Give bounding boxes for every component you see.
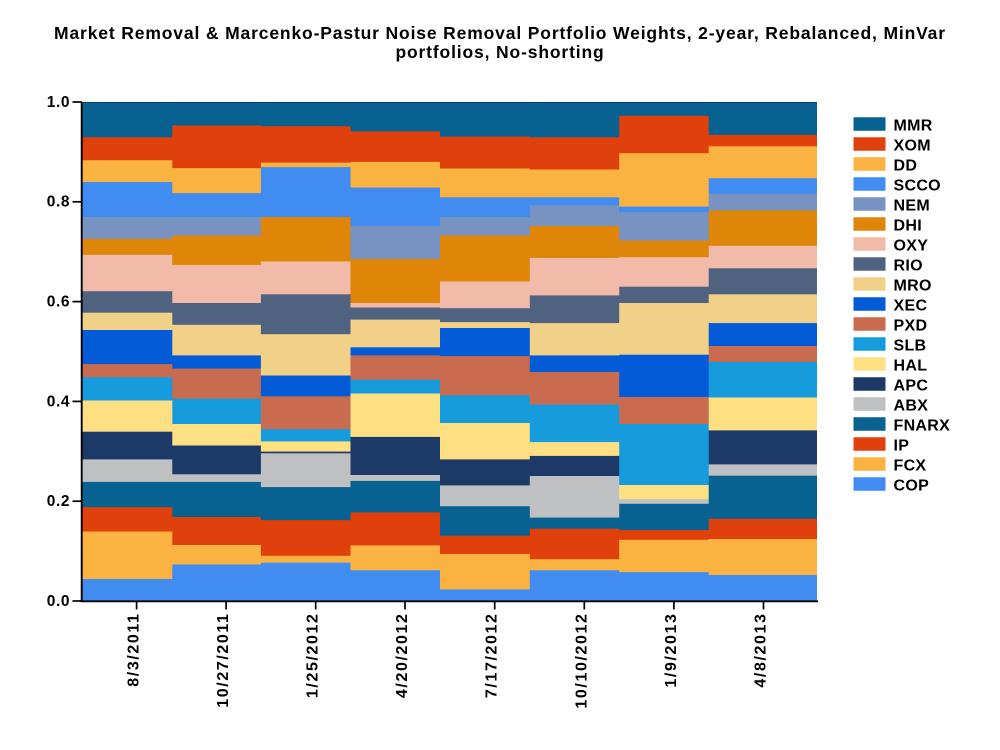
svg-text:4/20/2012: 4/20/2012 bbox=[394, 613, 411, 699]
svg-text:7/17/2012: 7/17/2012 bbox=[484, 613, 501, 699]
svg-text:OXY: OXY bbox=[894, 237, 929, 254]
svg-text:FCX: FCX bbox=[894, 457, 927, 474]
svg-text:0.0: 0.0 bbox=[47, 593, 70, 610]
svg-text:XOM: XOM bbox=[894, 137, 931, 154]
svg-text:0.6: 0.6 bbox=[47, 294, 70, 311]
svg-text:1.0: 1.0 bbox=[47, 94, 70, 111]
svg-text:0.2: 0.2 bbox=[47, 493, 70, 510]
svg-text:4/8/2013: 4/8/2013 bbox=[753, 613, 770, 688]
svg-text:FNARX: FNARX bbox=[894, 417, 951, 434]
svg-text:RIO: RIO bbox=[894, 257, 923, 274]
svg-text:HAL: HAL bbox=[894, 357, 928, 374]
svg-text:1/9/2013: 1/9/2013 bbox=[663, 613, 680, 688]
svg-text:ABX: ABX bbox=[894, 397, 929, 414]
svg-text:SLB: SLB bbox=[894, 337, 927, 354]
svg-text:MRO: MRO bbox=[894, 277, 932, 294]
svg-text:10/27/2011: 10/27/2011 bbox=[215, 613, 232, 708]
svg-text:SCCO: SCCO bbox=[894, 177, 941, 194]
svg-text:COP: COP bbox=[894, 477, 930, 494]
svg-text:XEC: XEC bbox=[894, 297, 928, 314]
svg-text:NEM: NEM bbox=[894, 197, 930, 214]
svg-text:APC: APC bbox=[894, 377, 929, 394]
svg-text:0.4: 0.4 bbox=[47, 393, 70, 410]
svg-text:DHI: DHI bbox=[894, 217, 922, 234]
svg-text:1/25/2012: 1/25/2012 bbox=[305, 613, 322, 699]
svg-text:10/10/2012: 10/10/2012 bbox=[573, 613, 590, 709]
svg-text:8/3/2011: 8/3/2011 bbox=[126, 613, 143, 687]
svg-text:0.8: 0.8 bbox=[47, 194, 70, 211]
svg-text:DD: DD bbox=[894, 157, 918, 174]
svg-text:MMR: MMR bbox=[894, 117, 933, 134]
svg-text:PXD: PXD bbox=[894, 317, 928, 334]
svg-text:IP: IP bbox=[894, 437, 910, 454]
